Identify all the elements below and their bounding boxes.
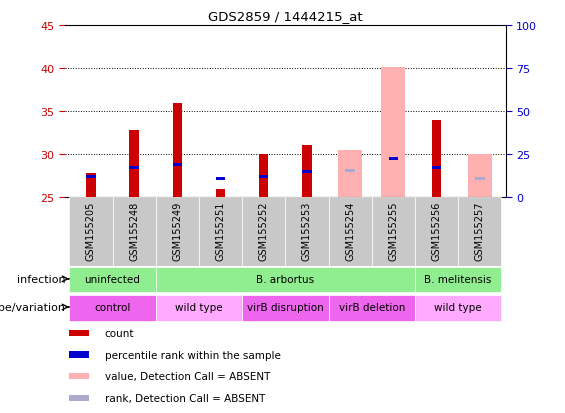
Bar	[328, 198, 372, 266]
Text: GSM155254: GSM155254	[345, 201, 355, 261]
Bar	[156, 198, 199, 266]
Text: control: control	[94, 302, 131, 312]
Text: virB deletion: virB deletion	[338, 302, 405, 312]
Bar	[415, 295, 501, 321]
Text: rank, Detection Call = ABSENT: rank, Detection Call = ABSENT	[105, 393, 265, 403]
Bar	[199, 198, 242, 266]
Bar	[112, 198, 156, 266]
Bar	[415, 267, 501, 293]
Text: percentile rank within the sample: percentile rank within the sample	[105, 350, 280, 360]
Text: GSM155256: GSM155256	[432, 201, 441, 261]
Bar	[259, 176, 268, 179]
Text: wild type: wild type	[434, 302, 482, 312]
Bar	[172, 104, 182, 198]
Text: GSM155251: GSM155251	[215, 201, 225, 261]
Text: genotype/variation: genotype/variation	[0, 302, 66, 312]
Bar	[69, 267, 156, 293]
Text: wild type: wild type	[175, 302, 223, 312]
Text: uninfected: uninfected	[85, 274, 141, 284]
Bar	[285, 198, 328, 266]
Bar	[69, 330, 89, 336]
Bar	[129, 131, 139, 198]
Text: value, Detection Call = ABSENT: value, Detection Call = ABSENT	[105, 371, 270, 381]
Bar	[69, 395, 89, 401]
Bar	[86, 176, 95, 179]
Text: GSM155255: GSM155255	[388, 201, 398, 261]
Bar	[381, 68, 405, 198]
Bar	[415, 198, 458, 266]
Bar	[432, 121, 441, 198]
Bar	[302, 145, 312, 198]
Bar	[216, 178, 225, 180]
Text: GSM155249: GSM155249	[172, 201, 182, 260]
Bar	[242, 295, 328, 321]
Bar	[156, 267, 415, 293]
Bar	[345, 169, 355, 172]
Bar	[338, 151, 362, 198]
Bar	[172, 163, 182, 166]
Text: GSM155257: GSM155257	[475, 201, 485, 261]
Text: infection: infection	[17, 274, 66, 284]
Bar	[156, 295, 242, 321]
Bar	[372, 198, 415, 266]
Bar	[86, 174, 95, 198]
Bar	[389, 158, 398, 161]
Text: count: count	[105, 328, 134, 338]
Bar	[328, 295, 415, 321]
Text: B. arbortus: B. arbortus	[257, 274, 314, 284]
Bar	[259, 155, 268, 198]
Bar	[129, 166, 139, 170]
Text: virB disruption: virB disruption	[247, 302, 324, 312]
Bar	[432, 166, 441, 170]
Bar	[69, 373, 89, 380]
Text: GSM155252: GSM155252	[259, 201, 269, 261]
Bar	[69, 198, 112, 266]
Title: GDS2859 / 1444215_at: GDS2859 / 1444215_at	[208, 9, 363, 22]
Text: GSM155253: GSM155253	[302, 201, 312, 261]
Bar	[216, 189, 225, 198]
Bar	[458, 198, 501, 266]
Bar	[302, 171, 312, 174]
Text: GSM155248: GSM155248	[129, 201, 139, 260]
Bar	[468, 155, 492, 198]
Bar	[69, 351, 89, 358]
Text: GSM155205: GSM155205	[86, 201, 96, 261]
Bar	[69, 295, 156, 321]
Bar	[242, 198, 285, 266]
Text: B. melitensis: B. melitensis	[424, 274, 492, 284]
Bar	[475, 178, 485, 180]
